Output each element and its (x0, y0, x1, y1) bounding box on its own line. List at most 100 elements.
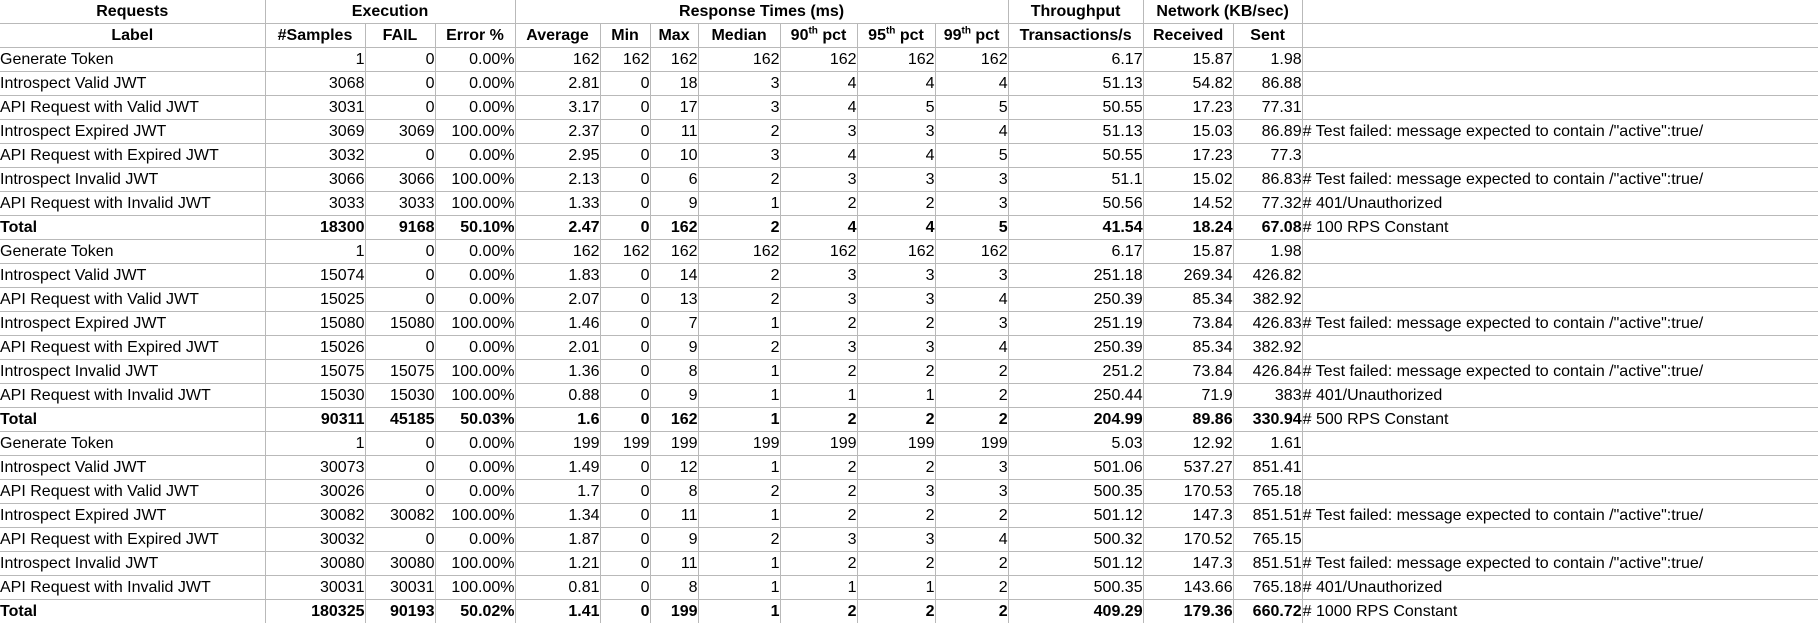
cell-median: 1 (698, 575, 781, 600)
cell-fail: 0 (365, 431, 436, 456)
cell-fail: 0 (365, 335, 436, 360)
cell-label: API Request with Valid JWT (0, 287, 266, 312)
cell-pct90: 1 (780, 575, 858, 600)
cell-fail: 3069 (365, 119, 436, 144)
cell-average: 162 (515, 47, 601, 72)
cell-pct95: 1 (857, 383, 936, 408)
cell-sent: 77.32 (1233, 191, 1303, 216)
col-header-median: Median (698, 23, 781, 48)
cell-fail: 0 (365, 479, 436, 504)
cell-average: 1.87 (515, 527, 601, 552)
cell-received: 143.66 (1143, 575, 1234, 600)
cell-pct99: 2 (935, 599, 1009, 623)
pct90-number: 90 (790, 26, 809, 44)
cell-min: 0 (600, 71, 651, 96)
cell-error-pct: 0.00% (435, 47, 516, 72)
cell-note: # Test failed: message expected to conta… (1302, 551, 1818, 576)
cell-received: 54.82 (1143, 71, 1234, 96)
cell-pct90: 2 (780, 455, 858, 480)
cell-pct99: 4 (935, 71, 1009, 96)
cell-sent: 851.41 (1233, 455, 1303, 480)
cell-samples: 90311 (265, 407, 366, 432)
cell-max: 162 (650, 239, 699, 264)
cell-error-pct: 0.00% (435, 431, 516, 456)
cell-transactions: 50.55 (1008, 143, 1144, 168)
cell-received: 537.27 (1143, 455, 1234, 480)
cell-average: 2.01 (515, 335, 601, 360)
cell-error-pct: 0.00% (435, 527, 516, 552)
cell-median: 2 (698, 287, 781, 312)
cell-max: 162 (650, 407, 699, 432)
cell-min: 0 (600, 383, 651, 408)
cell-transactions: 251.2 (1008, 359, 1144, 384)
cell-fail: 0 (365, 455, 436, 480)
cell-transactions: 501.06 (1008, 455, 1144, 480)
cell-sent: 86.88 (1233, 71, 1303, 96)
cell-samples: 1 (265, 239, 366, 264)
cell-error-pct: 0.00% (435, 287, 516, 312)
cell-note: # 401/Unauthorized (1302, 191, 1818, 216)
table-row: API Request with Invalid JWT 15030 15030… (0, 383, 1818, 408)
cell-pct90: 162 (780, 239, 858, 264)
cell-pct95: 3 (857, 119, 936, 144)
cell-label: Generate Token (0, 431, 266, 456)
cell-pct99: 199 (935, 431, 1009, 456)
cell-error-pct: 100.00% (435, 359, 516, 384)
table-row: Introspect Expired JWT 30082 30082 100.0… (0, 503, 1818, 528)
cell-pct90: 162 (780, 47, 858, 72)
cell-min: 0 (600, 551, 651, 576)
table-row: API Request with Invalid JWT 30031 30031… (0, 575, 1818, 600)
col-header-samples: #Samples (265, 23, 366, 48)
cell-median: 2 (698, 263, 781, 288)
cell-min: 0 (600, 95, 651, 120)
cell-transactions: 500.35 (1008, 575, 1144, 600)
col-header-min: Min (600, 23, 651, 48)
cell-max: 10 (650, 143, 699, 168)
cell-samples: 18300 (265, 215, 366, 240)
cell-pct95: 2 (857, 191, 936, 216)
cell-sent: 382.92 (1233, 287, 1303, 312)
cell-pct99: 2 (935, 551, 1009, 576)
cell-average: 1.7 (515, 479, 601, 504)
cell-fail: 3033 (365, 191, 436, 216)
cell-error-pct: 50.10% (435, 215, 516, 240)
cell-label: API Request with Expired JWT (0, 143, 266, 168)
cell-pct90: 199 (780, 431, 858, 456)
cell-label: API Request with Valid JWT (0, 95, 266, 120)
cell-min: 199 (600, 431, 651, 456)
cell-pct90: 2 (780, 311, 858, 336)
cell-pct90: 2 (780, 599, 858, 623)
cell-median: 3 (698, 71, 781, 96)
cell-received: 85.34 (1143, 335, 1234, 360)
cell-transactions: 250.44 (1008, 383, 1144, 408)
cell-fail: 30031 (365, 575, 436, 600)
cell-median: 1 (698, 359, 781, 384)
cell-sent: 765.15 (1233, 527, 1303, 552)
cell-error-pct: 0.00% (435, 455, 516, 480)
cell-average: 2.47 (515, 215, 601, 240)
col-header-average: Average (515, 23, 601, 48)
cell-average: 1.34 (515, 503, 601, 528)
cell-note: # Test failed: message expected to conta… (1302, 119, 1818, 144)
group-header-network: Network (KB/sec) (1143, 0, 1303, 24)
group-header-row: Requests Execution Response Times (ms) T… (0, 0, 1818, 24)
cell-note (1302, 335, 1818, 360)
cell-average: 2.95 (515, 143, 601, 168)
cell-sent: 426.84 (1233, 359, 1303, 384)
cell-pct90: 3 (780, 335, 858, 360)
cell-fail: 0 (365, 239, 436, 264)
table-row: API Request with Valid JWT 15025 0 0.00%… (0, 287, 1818, 312)
cell-fail: 30082 (365, 503, 436, 528)
cell-received: 15.03 (1143, 119, 1234, 144)
cell-pct99: 2 (935, 407, 1009, 432)
cell-transactions: 250.39 (1008, 335, 1144, 360)
cell-received: 15.87 (1143, 47, 1234, 72)
cell-label: API Request with Expired JWT (0, 527, 266, 552)
cell-median: 2 (698, 119, 781, 144)
cell-samples: 1 (265, 47, 366, 72)
cell-median: 1 (698, 455, 781, 480)
cell-error-pct: 100.00% (435, 551, 516, 576)
cell-average: 2.13 (515, 167, 601, 192)
table-row: Generate Token 1 0 0.00% 199 199 199 199… (0, 431, 1818, 456)
